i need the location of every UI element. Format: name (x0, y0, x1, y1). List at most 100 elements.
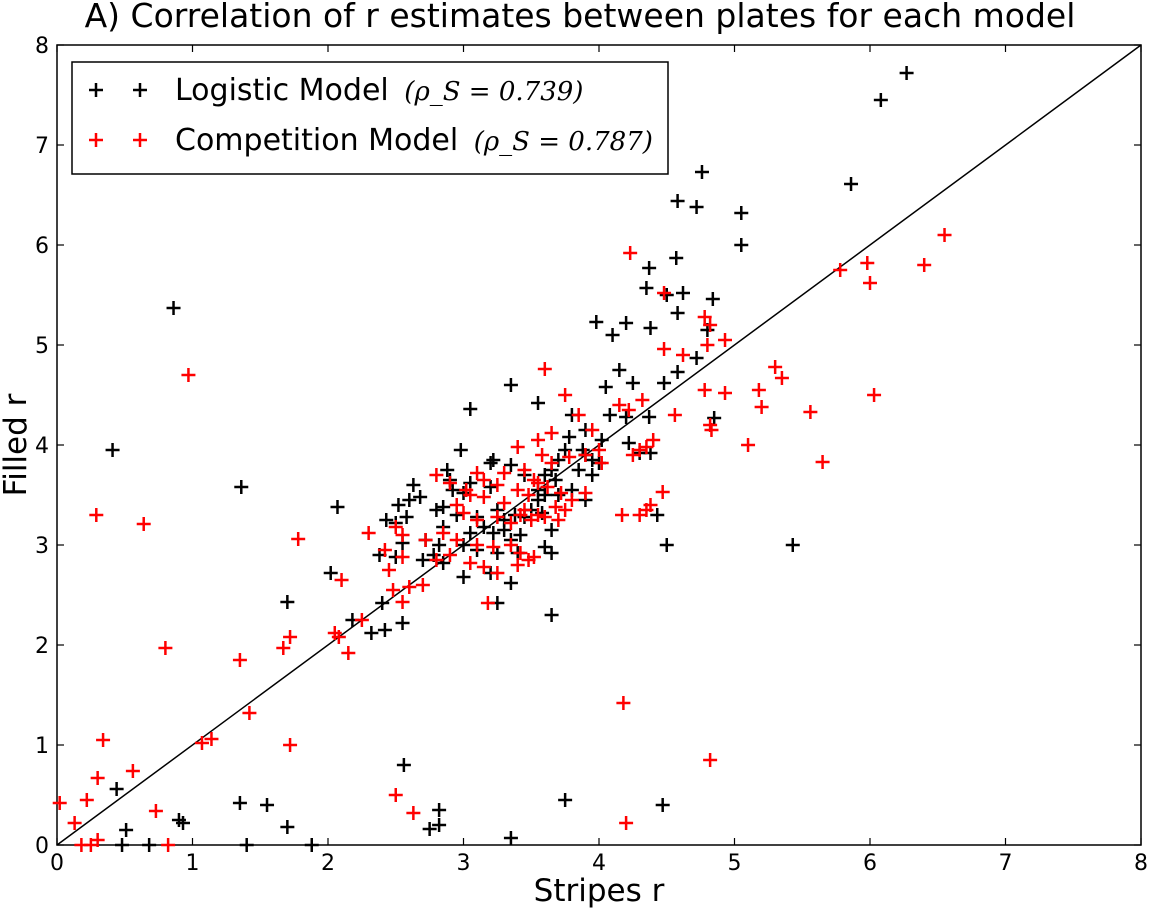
points-layer (52, 66, 952, 852)
legend-label-competition: Competition Model (ρ_S = 0.787) (175, 123, 653, 158)
data-point (442, 548, 457, 562)
data-point (436, 556, 451, 570)
data-point (119, 823, 134, 837)
data-point (52, 796, 67, 810)
data-point (619, 316, 634, 330)
data-point (483, 480, 498, 494)
data-point (429, 468, 444, 482)
data-point (79, 793, 94, 807)
y-tick-label: 8 (35, 34, 49, 59)
series-logistic (105, 66, 914, 852)
data-point (803, 405, 818, 419)
data-point (621, 436, 636, 450)
data-point (105, 443, 120, 457)
data-point (456, 570, 471, 584)
data-point (415, 578, 430, 592)
legend-marker (133, 133, 147, 147)
legend-label-logistic: Logistic Model (ρ_S = 0.739) (175, 73, 583, 108)
data-point (554, 486, 569, 500)
data-point (470, 513, 485, 527)
data-point (476, 490, 491, 504)
data-point (632, 443, 647, 457)
data-point (463, 556, 478, 570)
y-axis-title: Filled r (0, 393, 34, 496)
data-point (815, 455, 830, 469)
data-point (470, 466, 485, 480)
data-point (456, 506, 471, 520)
data-point (276, 641, 291, 655)
y-tick-label: 7 (35, 134, 49, 159)
data-point (537, 362, 552, 376)
data-point (503, 576, 518, 590)
data-point (323, 566, 338, 580)
data-point (402, 580, 417, 594)
data-point (540, 480, 555, 494)
x-axis: 0 1 2 3 4 5 6 7 8 (50, 45, 1148, 876)
x-tick-label: 7 (999, 851, 1013, 876)
x-tick-label: 0 (50, 851, 64, 876)
y-tick-label: 6 (35, 234, 49, 259)
x-tick-label: 1 (186, 851, 200, 876)
data-point (670, 306, 685, 320)
data-point (646, 433, 661, 447)
data-point (399, 510, 414, 524)
data-point (510, 440, 525, 454)
data-point (334, 573, 349, 587)
data-point (670, 194, 685, 208)
data-point (242, 706, 257, 720)
data-point (551, 513, 566, 527)
data-point (860, 256, 875, 270)
data-point (937, 228, 952, 242)
data-point (718, 386, 733, 400)
data-point (531, 396, 546, 410)
data-point (463, 488, 478, 502)
data-point (381, 563, 396, 577)
data-point (125, 764, 140, 778)
data-point (558, 793, 573, 807)
data-point (704, 423, 719, 437)
data-point (109, 782, 124, 796)
data-point (531, 433, 546, 447)
data-point (90, 771, 105, 785)
data-point (115, 838, 130, 852)
data-point (395, 550, 410, 564)
data-point (643, 321, 658, 335)
data-point (558, 388, 573, 402)
data-point (432, 803, 447, 817)
data-point (432, 818, 447, 832)
data-point (751, 383, 766, 397)
data-point (476, 520, 491, 534)
data-point (463, 402, 478, 416)
chart-title: A) Correlation of r estimates between pl… (85, 0, 1076, 35)
data-point (639, 440, 654, 454)
data-point (304, 838, 319, 852)
data-point (659, 288, 674, 302)
data-point (873, 93, 888, 107)
data-point (863, 276, 877, 290)
legend-marker (133, 83, 147, 97)
data-point (632, 508, 647, 522)
data-point (234, 480, 249, 494)
data-point (83, 838, 98, 852)
data-point (754, 400, 769, 414)
data-point (486, 540, 501, 554)
data-point (676, 286, 691, 300)
data-point (655, 485, 670, 499)
data-point (689, 200, 704, 214)
data-point (655, 798, 670, 812)
data-point (280, 595, 295, 609)
data-point (703, 753, 718, 767)
y-tick-label: 0 (35, 834, 49, 859)
data-point (486, 453, 501, 467)
data-point (642, 410, 657, 424)
data-point (142, 838, 157, 852)
data-point (386, 583, 401, 597)
data-point (605, 328, 620, 342)
data-point (734, 206, 749, 220)
data-point (429, 553, 444, 567)
data-point (388, 520, 403, 534)
data-point (354, 613, 369, 627)
legend-marker (89, 83, 103, 97)
data-point (602, 408, 617, 422)
data-point (181, 368, 196, 382)
